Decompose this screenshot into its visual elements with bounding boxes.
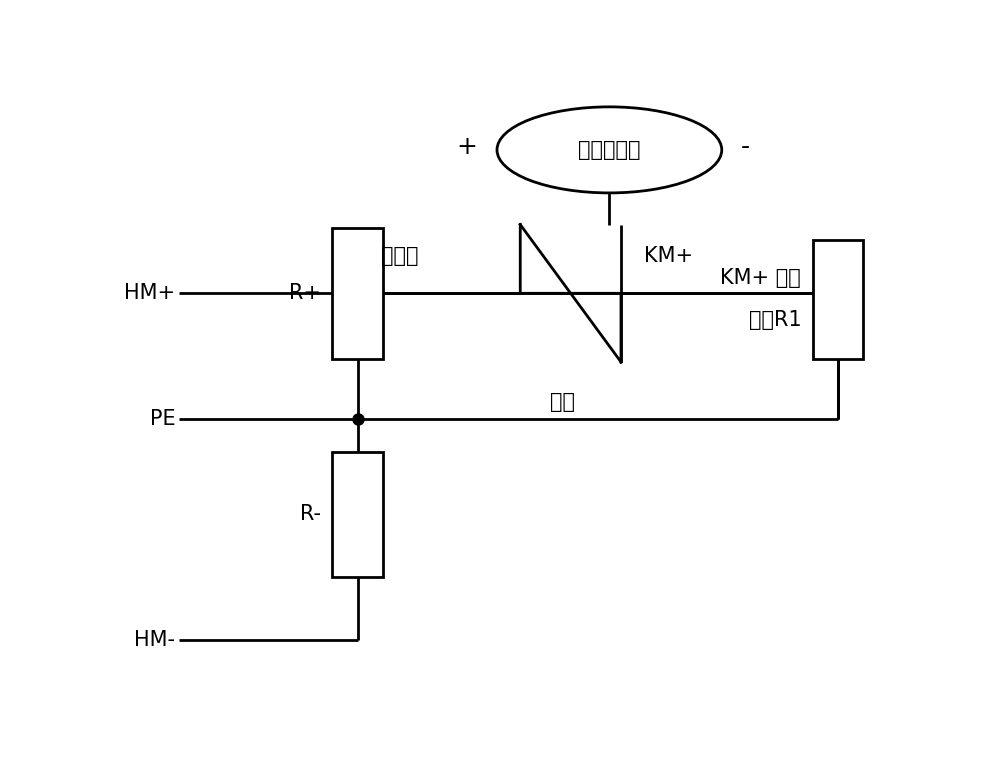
Text: R+: R+ bbox=[289, 283, 321, 303]
Text: 平衡桥: 平衡桥 bbox=[381, 247, 418, 266]
Text: 硅链: 硅链 bbox=[550, 392, 575, 412]
Text: R-: R- bbox=[300, 504, 321, 525]
Bar bbox=[332, 227, 383, 359]
Text: 等效电压源: 等效电压源 bbox=[578, 140, 641, 160]
Text: 电阻R1: 电阻R1 bbox=[749, 310, 801, 330]
Text: HM-: HM- bbox=[134, 630, 175, 650]
Text: PE: PE bbox=[150, 409, 175, 429]
Text: -: - bbox=[741, 135, 750, 159]
Text: HM+: HM+ bbox=[124, 283, 175, 303]
Bar bbox=[813, 240, 863, 359]
Text: +: + bbox=[457, 135, 478, 159]
Ellipse shape bbox=[497, 107, 722, 193]
Text: KM+ 接地: KM+ 接地 bbox=[720, 268, 801, 289]
Text: KM+: KM+ bbox=[644, 247, 693, 266]
Bar bbox=[332, 452, 383, 577]
